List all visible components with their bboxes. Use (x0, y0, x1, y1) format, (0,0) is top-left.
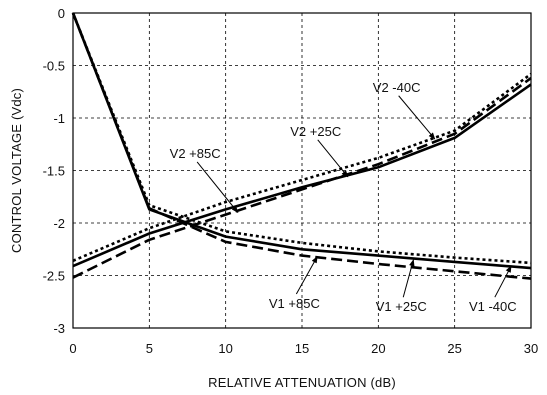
grid-lines (73, 13, 531, 328)
y-tick-label: -0.5 (43, 59, 65, 74)
tick-labels: 0 5 10 15 20 25 30 0 -0.5 -1 -1.5 -2 -2.5 -3 (43, 6, 539, 356)
annotation-label: V1 +85C (269, 296, 320, 311)
annotation-label: V1 +25C (376, 299, 427, 314)
y-tick-label: -2.5 (43, 269, 65, 284)
annotation-label: V2 -40C (373, 80, 421, 95)
y-tick-label: -3 (53, 321, 65, 336)
y-tick-label: -1 (53, 111, 65, 126)
x-tick-label: 15 (295, 341, 309, 356)
x-tick-label: 20 (371, 341, 385, 356)
x-tick-label: 25 (447, 341, 461, 356)
x-axis-label: RELATIVE ATTENUATION (dB) (208, 375, 396, 390)
y-axis-label: CONTROL VOLTAGE (Vdc) (9, 88, 24, 253)
annotation-label: V2 +85C (170, 146, 221, 161)
y-tick-label: -2 (53, 216, 65, 231)
x-tick-label: 10 (218, 341, 232, 356)
annotation-label: V1 -40C (469, 299, 517, 314)
y-tick-label: -1.5 (43, 164, 65, 179)
annotation-group: V2 -40C V2 +25C V2 +85C V1 +85C V1 +25C V1 -4… (170, 80, 517, 314)
series-line-v2-85c (72, 77, 532, 279)
series-group (71, 12, 532, 280)
series-line-v2-25c (72, 83, 532, 268)
series-line-v1-25c (71, 12, 532, 270)
annotation-arrow (494, 265, 512, 298)
x-tick-label: 0 (69, 341, 76, 356)
annotation-label: V2 +25C (290, 124, 341, 139)
annotation-arrow (295, 255, 318, 295)
y-tick-label: 0 (58, 6, 65, 21)
annotation-arrow (402, 259, 415, 298)
annotation-arrow (398, 95, 436, 140)
annotation-arrow (317, 139, 349, 178)
x-tick-label: 30 (524, 341, 538, 356)
series-line-v1-40c (71, 12, 532, 265)
x-tick-label: 5 (146, 341, 153, 356)
plot-frame (72, 12, 532, 329)
series-line-v2-40c (72, 72, 532, 262)
annotation-arrow (196, 161, 239, 214)
